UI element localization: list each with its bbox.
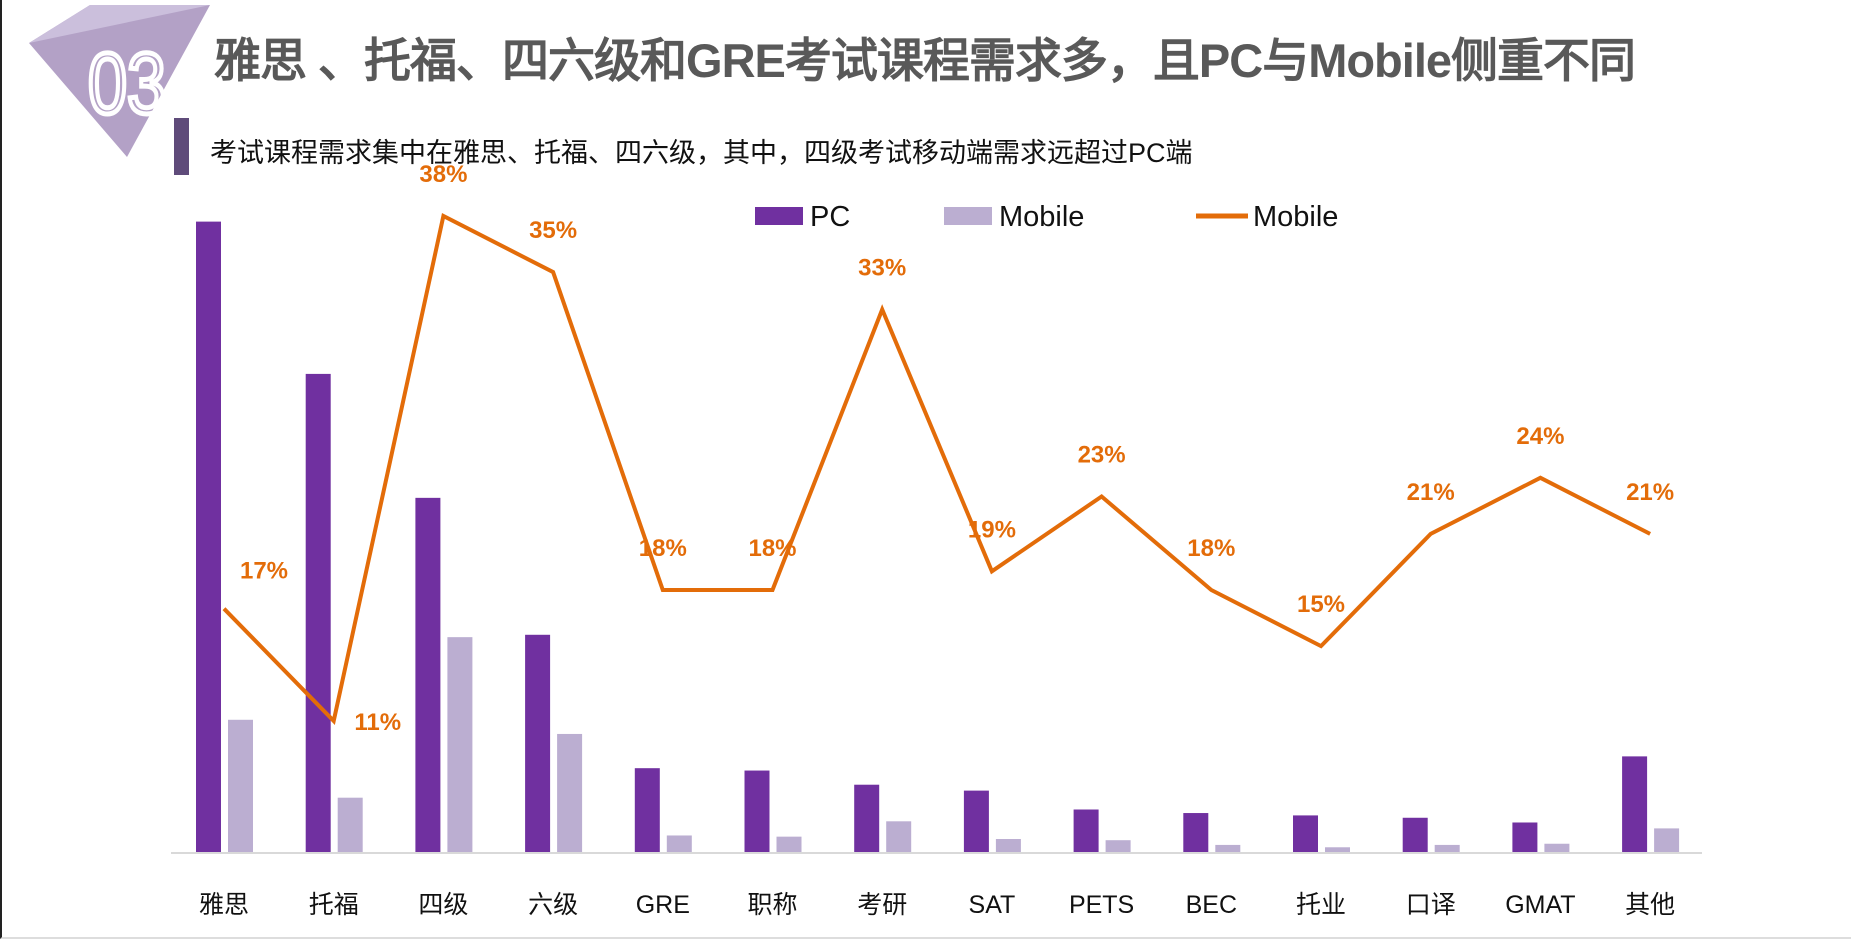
category-label: 六级 [528,891,578,919]
bar-mobile [557,733,583,852]
legend-swatch-pc [755,207,803,225]
bar-mobile [995,839,1021,852]
bar-mobile [447,637,473,852]
bar-mobile [1434,844,1460,852]
bar-pc [1293,815,1318,852]
category-label: 托福 [309,891,359,919]
data-label-mobile: 18% [748,535,796,562]
data-label-mobile: 33% [858,255,906,282]
bar-mobile [776,836,802,852]
category-label: 托业 [1296,891,1346,919]
bar-pc [1073,809,1099,852]
data-label-mobile: 38% [419,161,467,188]
category-label: 考研 [857,891,907,919]
bar-mobile [666,835,692,852]
data-label-mobile: 18% [1187,535,1235,562]
bar-pc [854,784,880,852]
bar-pc [1183,813,1209,852]
category-label: 四级 [418,891,468,919]
bar-pc [1512,822,1538,852]
bar-mobile [228,719,253,852]
bar-pc [634,768,660,852]
bar-mobile [1544,843,1570,852]
data-label-mobile: 15% [1297,591,1345,618]
bar-mobile [1654,828,1680,852]
data-label-mobile: 21% [1407,479,1455,506]
category-label: PETS [1069,891,1134,919]
bar-mobile [1325,847,1350,852]
legend-swatch-mobile-bar [944,207,992,225]
bar-pc [744,770,770,852]
legend: PC Mobile Mobile [755,201,1338,233]
bar-pc [1402,817,1428,852]
bar-pc [196,221,221,852]
bar-mobile [886,821,912,852]
data-label-mobile: 23% [1078,442,1126,469]
data-label-mobile: 19% [968,516,1016,543]
bar-mobile [1215,844,1241,852]
data-label-mobile: 18% [639,535,687,562]
data-label-mobile: 24% [1516,423,1564,450]
category-label: SAT [969,891,1016,919]
badge-triangle [29,5,210,157]
bar-pc [963,790,989,852]
category-label: 其他 [1625,891,1675,919]
data-label-mobile: 35% [529,217,577,244]
bar-pc [525,634,551,852]
bar-mobile [337,797,363,852]
category-label: 口译 [1406,891,1456,919]
bar-pc [1622,756,1648,852]
category-label: BEC [1186,891,1237,919]
page-subtitle: 考试课程需求集中在雅思、托福、四六级，其中，四级考试移动端需求远超过PC端 [210,138,1193,168]
bar-mobile [1105,840,1131,852]
category-label: GRE [636,891,690,919]
bar-pc [415,497,441,852]
data-label-mobile: 17% [240,558,288,585]
category-label: 职称 [747,891,797,919]
badge-highlight [29,5,210,43]
legend-label-mobile-line: Mobile [1253,201,1338,233]
data-label-mobile: 11% [354,709,401,736]
data-label-mobile: 21% [1626,479,1674,506]
subtitle-marker [174,118,189,175]
badge-number: 03 [88,36,166,132]
bar-pc [305,373,331,852]
legend-label-mobile-bar: Mobile [999,201,1084,233]
mobile-line [222,213,1652,725]
category-label: GMAT [1505,891,1575,919]
page-title: 雅思 、托福、四六级和GRE考试课程需求多，且PC与Mobile侧重不同 [214,34,1636,87]
legend-label-pc: PC [810,201,850,233]
category-label: 雅思 [199,891,249,919]
